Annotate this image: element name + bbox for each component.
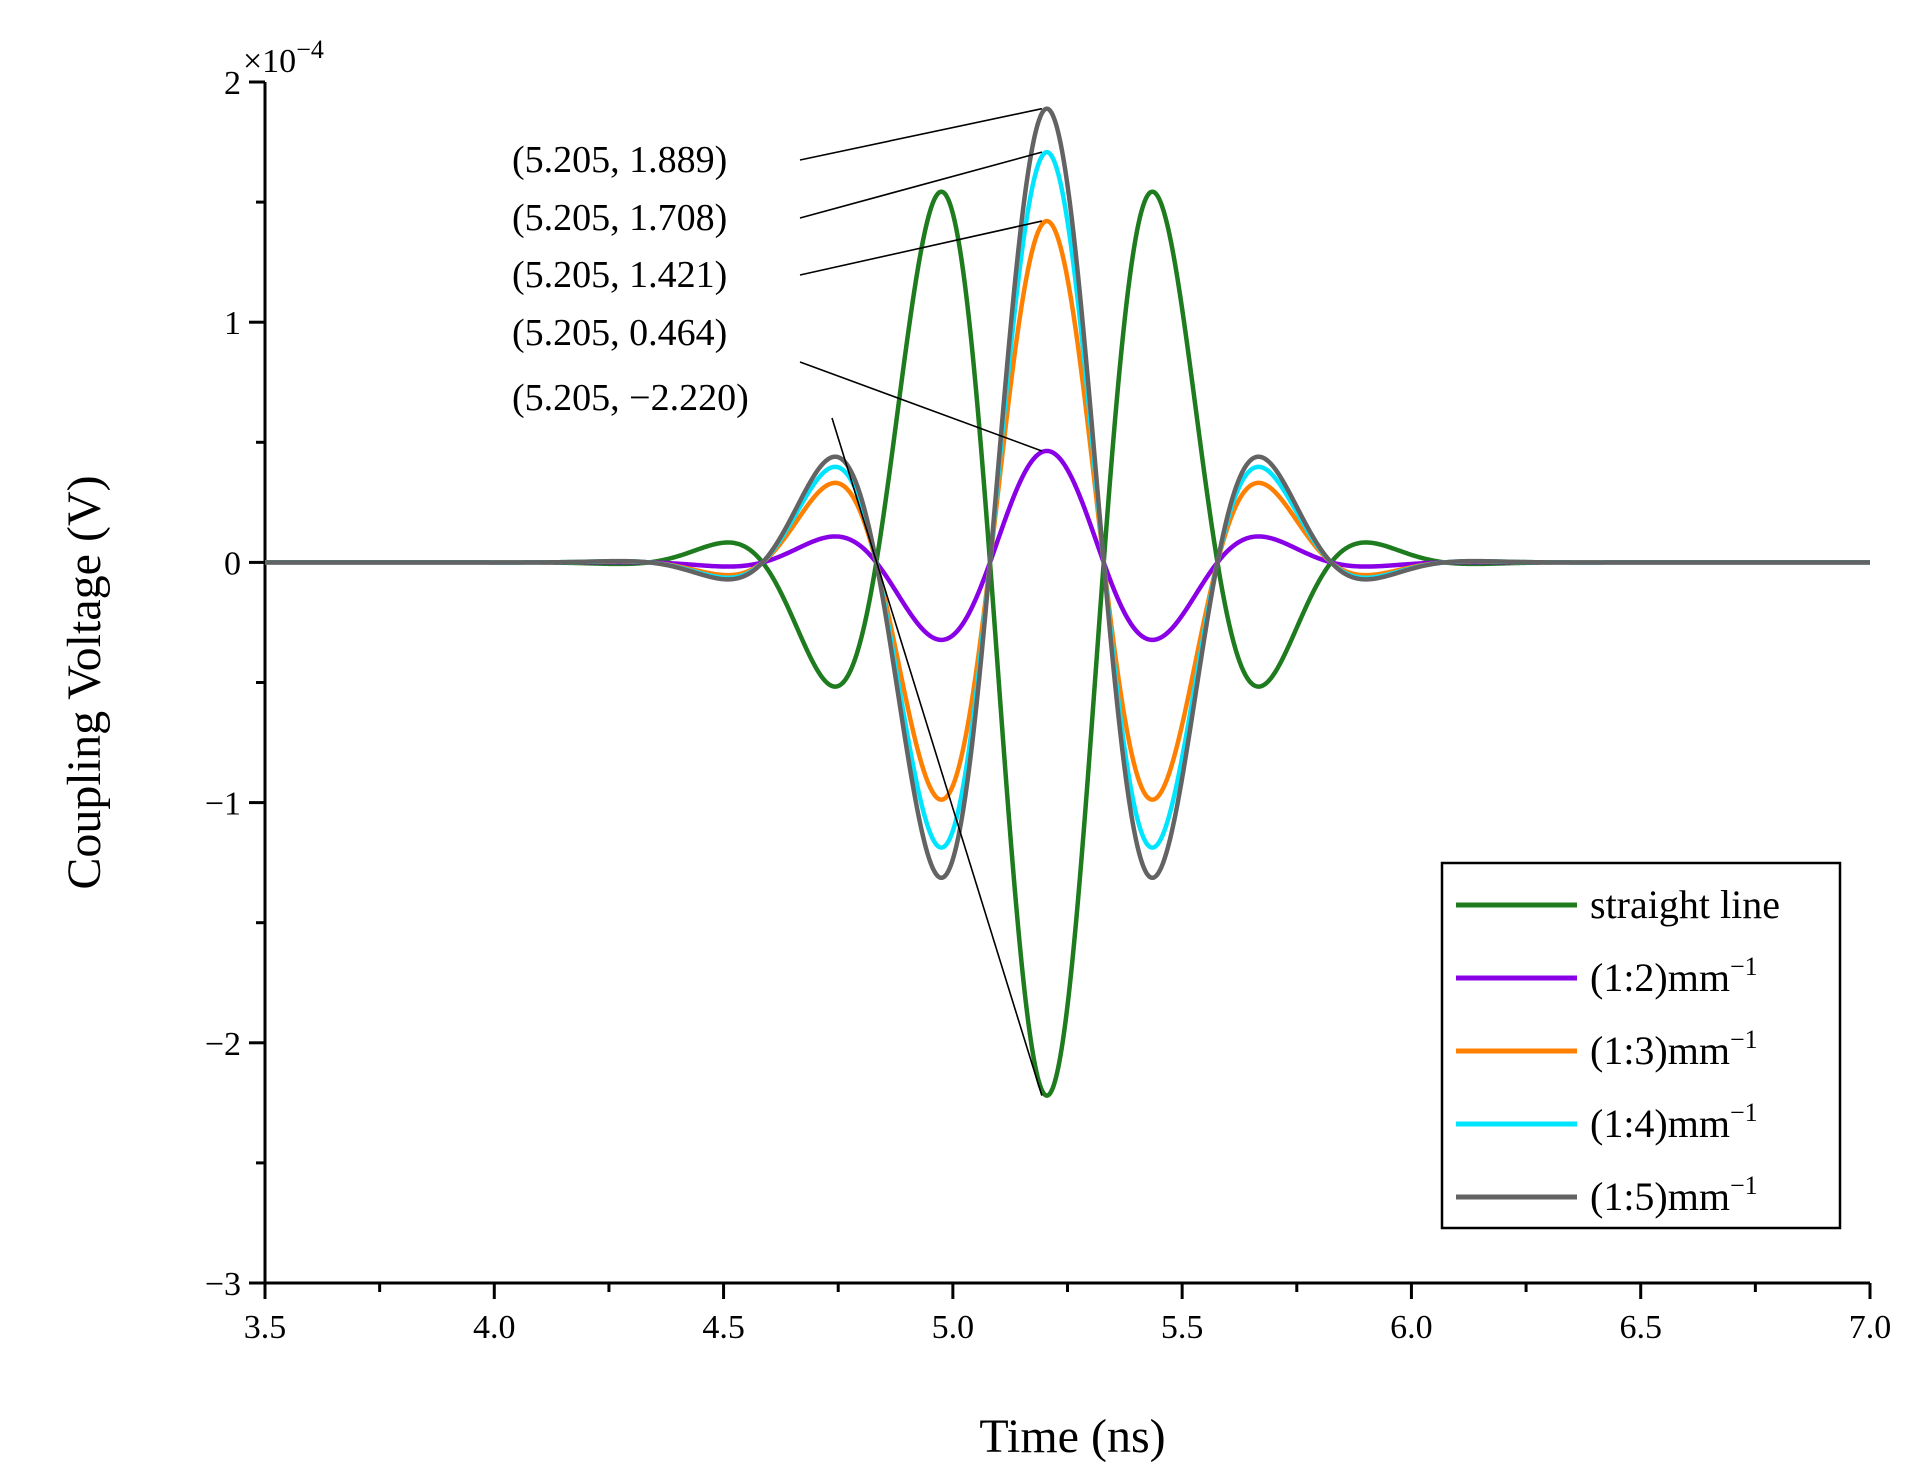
annotation-leader <box>799 151 1043 219</box>
x-tick-label: 5.5 <box>1161 1309 1204 1346</box>
annotation-leader <box>799 107 1043 161</box>
annotation-leader <box>799 361 1043 452</box>
x-tick-label: 5.0 <box>932 1309 975 1346</box>
legend-label-exponent: −1 <box>1730 1171 1758 1200</box>
x-tick-label: 4.0 <box>473 1309 516 1346</box>
series-line-1 <box>263 448 1872 643</box>
y-tick-label: 1 <box>224 305 241 342</box>
annotation-leader <box>799 220 1043 276</box>
series-line-3 <box>263 149 1872 850</box>
legend-label-exponent: −1 <box>1730 952 1758 981</box>
annotations: (5.205, 1.889) (5.205, 1.708) (5.205, 1.42… <box>512 107 1043 1096</box>
legend-box <box>1440 861 1842 1230</box>
y-multiplier-label: ×10−4 <box>243 35 324 80</box>
y-axis-title: Coupling Voltage (V) <box>58 475 111 889</box>
x-tick-label: 4.5 <box>702 1309 745 1346</box>
legend-label-exponent: −1 <box>1730 1025 1758 1054</box>
annotation-label: (5.205, 1.708) <box>512 197 727 239</box>
legend: straight line (1:2)mm−1 (1:3)mm−1 (1:4)mm−1… <box>1440 861 1842 1230</box>
series-lines <box>263 106 1872 1098</box>
annotation-label: (5.205, 0.464) <box>512 312 727 354</box>
x-tick-label: 7.0 <box>1849 1309 1892 1346</box>
y-tick-label: −2 <box>205 1026 241 1063</box>
x-tick-label: 3.5 <box>244 1309 287 1346</box>
legend-label: (1:3)mm−1 <box>1590 1025 1758 1073</box>
series-line-2 <box>263 218 1872 802</box>
y-multiplier-exponent: −4 <box>296 35 324 64</box>
legend-label: (1:5)mm−1 <box>1590 1171 1758 1219</box>
y-tick-label: 0 <box>224 545 241 582</box>
y-tick-label: 2 <box>224 65 241 102</box>
y-tick-label: −1 <box>205 786 241 823</box>
annotation-label: (5.205, −2.220) <box>512 377 749 419</box>
axes: 3.5 4.0 4.5 5.0 5.5 6.0 6.5 7.0 −3 −2 −1 0 1 2×10−4 Ti… <box>58 35 1891 1463</box>
annotation-label: (5.205, 1.421) <box>512 254 727 296</box>
x-tick-label: 6.5 <box>1619 1309 1662 1346</box>
annotation-leader <box>831 417 1043 1096</box>
x-axis-title: Time (ns) <box>979 1410 1165 1463</box>
legend-label: (1:4)mm−1 <box>1590 1098 1758 1146</box>
annotation-label: (5.205, 1.889) <box>512 139 727 181</box>
series-line-4 <box>263 106 1872 881</box>
x-tick-label: 6.0 <box>1390 1309 1433 1346</box>
legend-label: (1:2)mm−1 <box>1590 952 1758 1000</box>
legend-label: straight line <box>1590 882 1780 927</box>
y-tick-label: −3 <box>205 1266 241 1303</box>
legend-label-exponent: −1 <box>1730 1098 1758 1127</box>
